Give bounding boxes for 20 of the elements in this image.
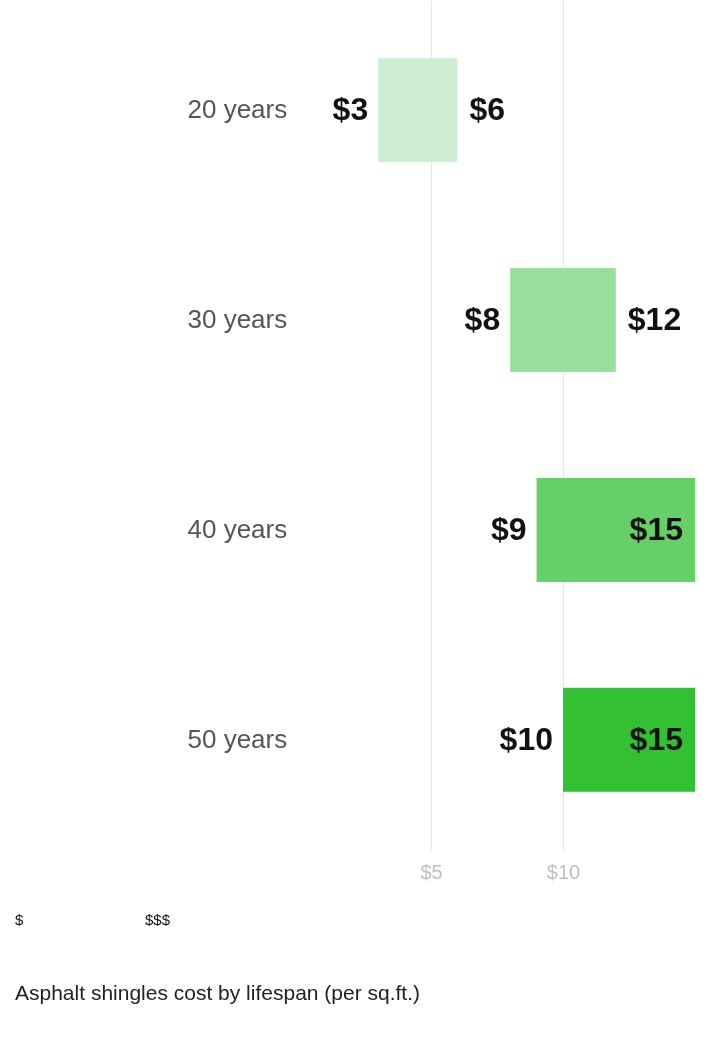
bar <box>536 477 695 582</box>
annotation: $3 <box>332 91 369 128</box>
bar <box>563 687 695 792</box>
annotation: $10 <box>499 720 553 757</box>
annotation: $15 <box>629 510 683 547</box>
y-tick-label: 50 years <box>187 723 288 754</box>
y-tick-label: 30 years <box>187 304 288 335</box>
annotation: $15 <box>629 720 683 757</box>
annotation: $9 <box>491 510 527 547</box>
annotation: $12 <box>627 301 682 338</box>
bar <box>510 268 616 373</box>
x-tick-label: $5 <box>420 860 443 883</box>
text: Asphalt shingles cost by lifespan (per sq.ft.) <box>15 981 421 1004</box>
text: $$$ <box>145 911 171 928</box>
annotation: $8 <box>464 301 501 338</box>
y-tick-label: 20 years <box>187 94 288 125</box>
text: $ <box>15 911 24 928</box>
bar <box>378 58 458 163</box>
annotation: $6 <box>469 91 505 128</box>
y-tick-label: 40 years <box>187 513 288 544</box>
